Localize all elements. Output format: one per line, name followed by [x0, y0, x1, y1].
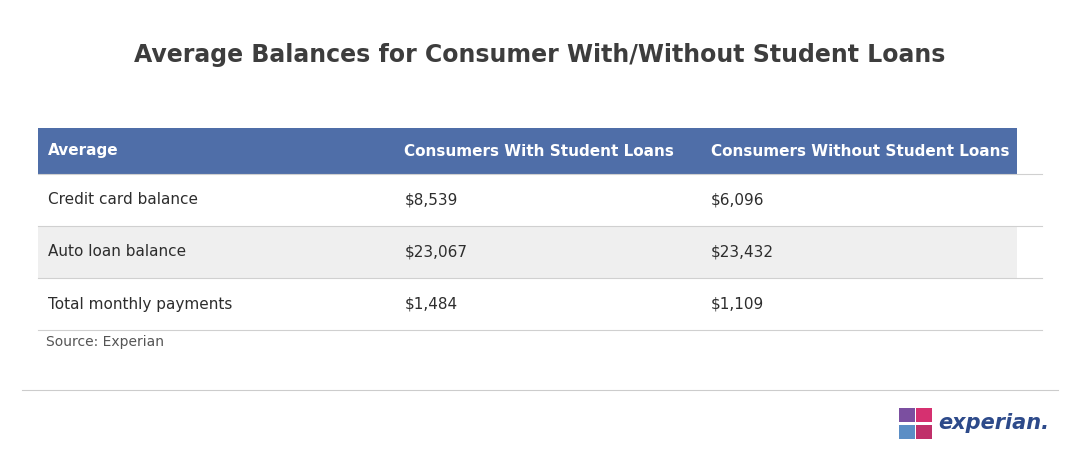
- FancyBboxPatch shape: [899, 425, 915, 439]
- FancyBboxPatch shape: [394, 278, 701, 330]
- FancyBboxPatch shape: [899, 408, 915, 422]
- FancyBboxPatch shape: [394, 128, 701, 174]
- FancyBboxPatch shape: [394, 226, 701, 278]
- Text: $23,067: $23,067: [404, 245, 468, 259]
- FancyBboxPatch shape: [701, 174, 1017, 226]
- FancyBboxPatch shape: [701, 128, 1017, 174]
- FancyBboxPatch shape: [38, 174, 394, 226]
- FancyBboxPatch shape: [701, 278, 1017, 330]
- FancyBboxPatch shape: [38, 278, 394, 330]
- Text: Consumers Without Student Loans: Consumers Without Student Loans: [711, 144, 1009, 158]
- FancyBboxPatch shape: [38, 128, 394, 174]
- FancyBboxPatch shape: [701, 226, 1017, 278]
- FancyBboxPatch shape: [916, 408, 932, 422]
- FancyBboxPatch shape: [394, 174, 701, 226]
- Text: Source: Experian: Source: Experian: [46, 335, 164, 349]
- FancyBboxPatch shape: [38, 226, 394, 278]
- Text: Credit card balance: Credit card balance: [48, 192, 198, 208]
- FancyBboxPatch shape: [916, 425, 932, 439]
- Text: Auto loan balance: Auto loan balance: [48, 245, 186, 259]
- Text: $23,432: $23,432: [711, 245, 773, 259]
- Text: $6,096: $6,096: [711, 192, 765, 208]
- Text: $8,539: $8,539: [404, 192, 458, 208]
- Text: Total monthly payments: Total monthly payments: [48, 297, 232, 311]
- Text: Consumers With Student Loans: Consumers With Student Loans: [404, 144, 674, 158]
- Text: Average Balances for Consumer With/Without Student Loans: Average Balances for Consumer With/Witho…: [134, 43, 946, 67]
- Text: $1,109: $1,109: [711, 297, 764, 311]
- Text: Average: Average: [48, 144, 119, 158]
- Text: experian.: experian.: [939, 413, 1049, 433]
- Text: $1,484: $1,484: [404, 297, 458, 311]
